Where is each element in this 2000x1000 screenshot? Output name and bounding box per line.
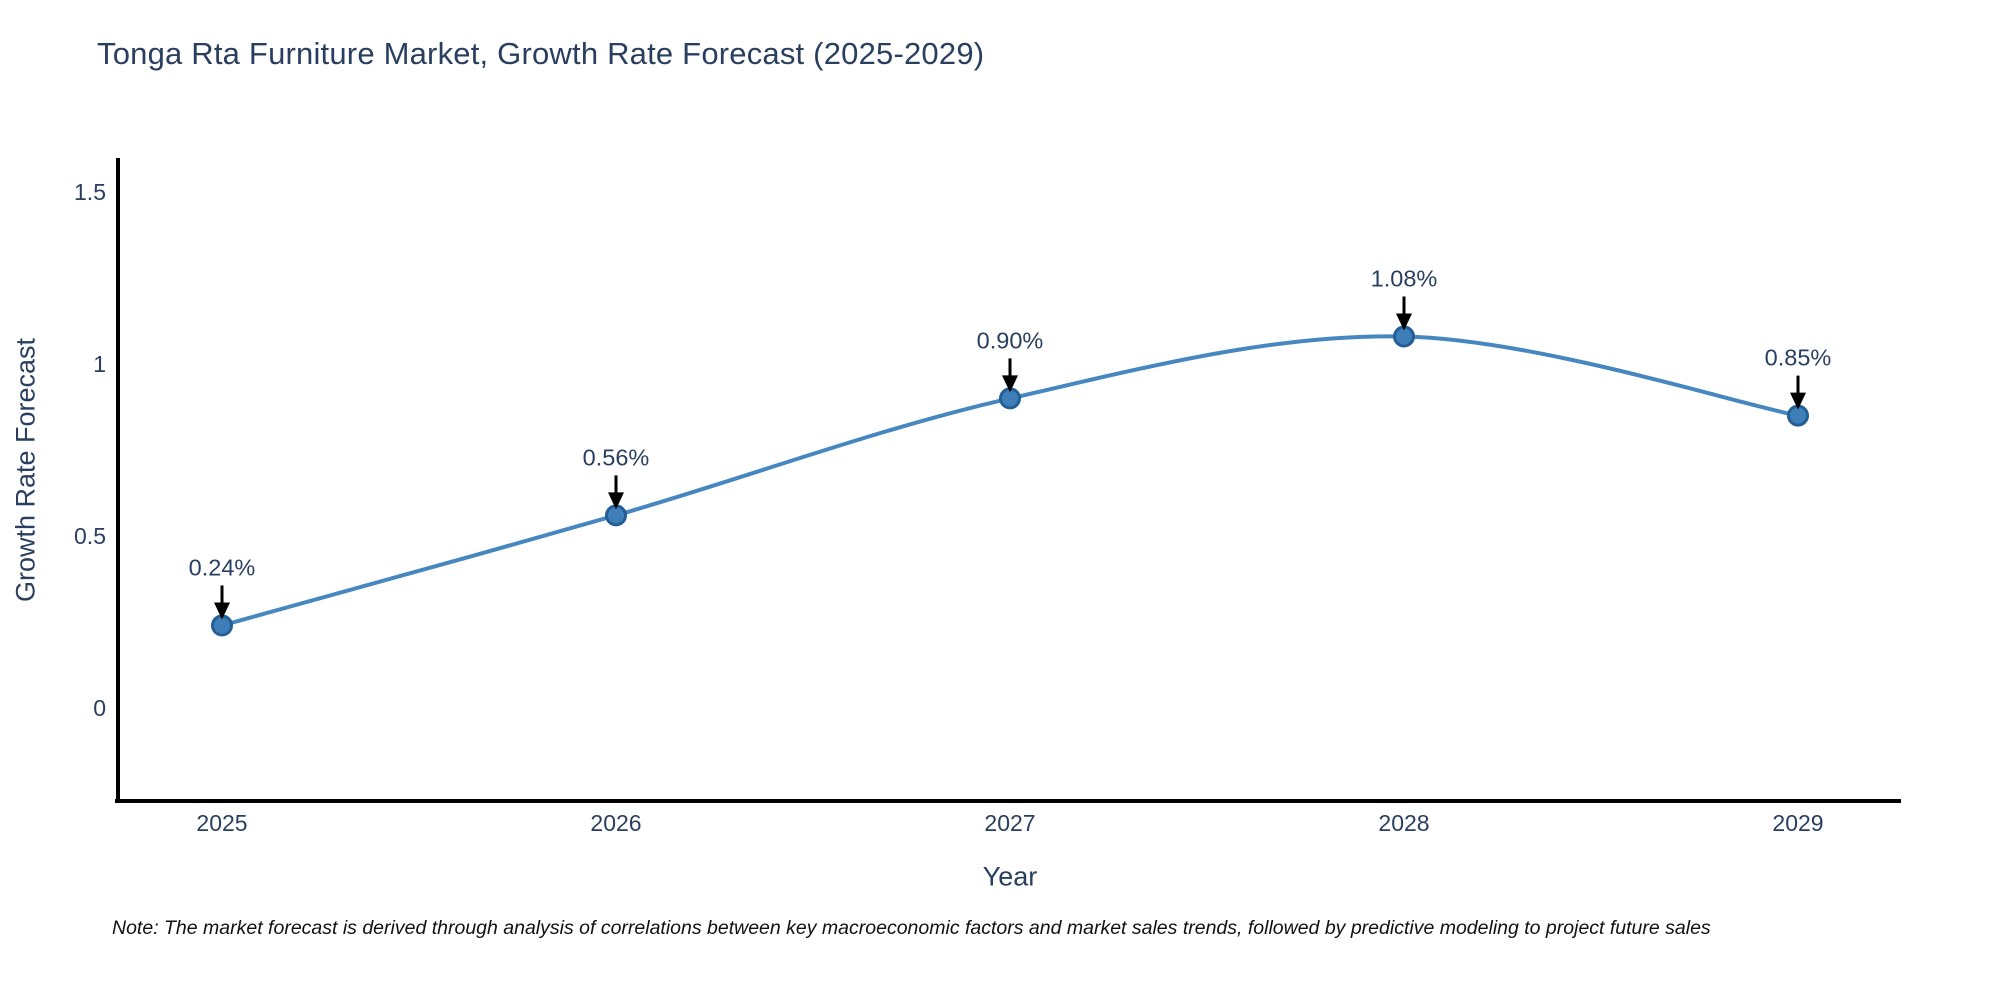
- data-point-label: 0.24%: [189, 554, 256, 580]
- annotation-arrow-head: [1002, 375, 1018, 393]
- annotation-arrow-head: [1790, 392, 1806, 410]
- chart-title: Tonga Rta Furniture Market, Growth Rate …: [97, 36, 985, 71]
- y-tick-label: 1: [93, 351, 106, 377]
- x-tick-label: 2026: [590, 810, 641, 836]
- y-tick-label: 0: [93, 695, 106, 721]
- y-tick-label: 1.5: [74, 179, 106, 205]
- data-point-label: 1.08%: [1371, 265, 1438, 291]
- footnote: Note: The market forecast is derived thr…: [112, 917, 1711, 939]
- annotation-arrow-head: [1396, 313, 1412, 331]
- annotation-arrow-head: [608, 492, 624, 510]
- data-point-label: 0.56%: [583, 444, 650, 470]
- x-tick-label: 2025: [196, 810, 247, 836]
- x-tick-label: 2028: [1378, 810, 1429, 836]
- annotation-arrow-head: [214, 602, 230, 620]
- x-tick-label: 2027: [984, 810, 1035, 836]
- data-point-label: 0.85%: [1765, 345, 1832, 371]
- x-axis-title: Year: [982, 861, 1038, 892]
- x-tick-label: 2029: [1772, 810, 1823, 836]
- y-tick-label: 0.5: [74, 523, 106, 549]
- y-axis-title: Growth Rate Forecast: [10, 337, 41, 603]
- data-point-label: 0.90%: [977, 327, 1044, 353]
